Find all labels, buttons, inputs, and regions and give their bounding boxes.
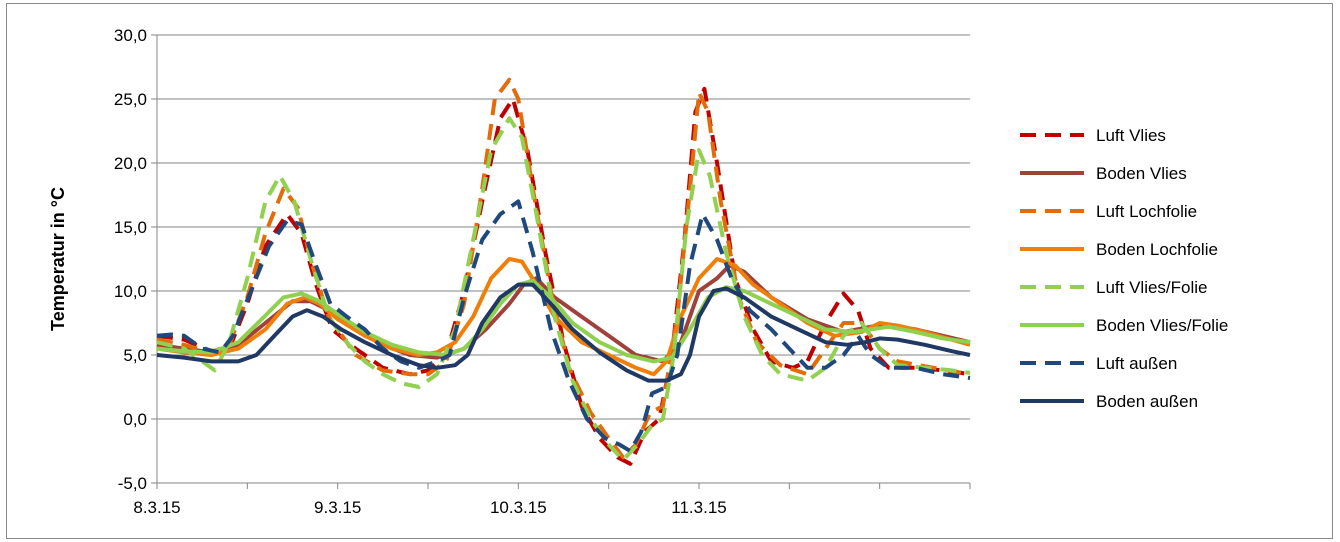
series-line-6 — [156, 199, 971, 453]
y-tick-label: 0,0 — [123, 410, 147, 429]
legend-label: Boden Vlies — [1096, 164, 1187, 183]
y-tick-label: 20,0 — [114, 154, 147, 173]
legend: Luft Vlies Boden Vlies Luft Lochfolie Boden… — [1020, 126, 1228, 411]
y-tick-label: 30,0 — [114, 26, 147, 45]
series-line-7 — [156, 282, 971, 383]
series-line-1 — [156, 263, 971, 364]
y-tick-label: 15,0 — [114, 218, 147, 237]
series-line-4 — [156, 116, 971, 462]
series-line-2 — [156, 77, 971, 460]
legend-label: Luft außen — [1096, 354, 1177, 373]
legend-label: Boden außen — [1096, 392, 1198, 411]
x-tick-label: 9.3.15 — [314, 498, 361, 517]
y-tick-label: 10,0 — [114, 282, 147, 301]
series-lines — [156, 77, 971, 466]
y-tick-label: 5,0 — [123, 346, 147, 365]
legend-label: Boden Vlies/Folie — [1096, 316, 1228, 335]
y-tick-label: -5,0 — [118, 474, 147, 493]
y-tick-label: 25,0 — [114, 90, 147, 109]
legend-label: Luft Vlies — [1096, 126, 1166, 145]
legend-label: Luft Vlies/Folie — [1096, 278, 1208, 297]
series-line-5 — [156, 278, 971, 364]
x-tick-label: 11.3.15 — [671, 498, 726, 517]
x-tick-labels: 8.3.15 9.3.15 10.3.15 11.3.15 — [133, 498, 726, 517]
y-tick-labels: -5,0 0,0 5,0 10,0 15,0 20,0 25,0 30,0 — [114, 26, 147, 493]
legend-label: Luft Lochfolie — [1096, 202, 1197, 221]
legend-label: Boden Lochfolie — [1096, 240, 1218, 259]
x-tick-label: 8.3.15 — [133, 498, 180, 517]
axes — [151, 34, 971, 489]
x-tick-label: 10.3.15 — [490, 498, 547, 517]
chart-frame — [6, 3, 1333, 539]
y-axis-label: Temperatur in °C — [48, 187, 68, 331]
series-line-0 — [156, 86, 971, 466]
